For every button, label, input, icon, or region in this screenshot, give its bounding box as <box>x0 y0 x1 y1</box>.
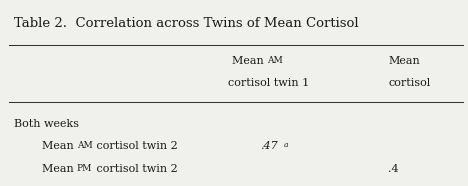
Text: Mean: Mean <box>388 56 420 66</box>
Text: cortisol twin 1: cortisol twin 1 <box>228 78 310 88</box>
Text: Mean: Mean <box>232 56 267 66</box>
Text: .4: .4 <box>388 164 399 174</box>
Text: cortisol twin 2: cortisol twin 2 <box>93 164 177 174</box>
Text: Table 2.  Correlation across Twins of Mean Cortisol: Table 2. Correlation across Twins of Mea… <box>14 17 358 30</box>
Text: a: a <box>284 141 289 149</box>
Text: Mean: Mean <box>42 141 77 151</box>
Text: AM: AM <box>77 141 93 150</box>
Text: .47: .47 <box>260 141 278 151</box>
Text: cortisol twin 2: cortisol twin 2 <box>93 141 177 151</box>
Text: cortisol: cortisol <box>388 78 431 88</box>
Text: Mean: Mean <box>42 164 77 174</box>
Text: AM: AM <box>267 56 283 65</box>
Text: PM: PM <box>77 164 92 173</box>
Text: Both weeks: Both weeks <box>14 119 79 129</box>
